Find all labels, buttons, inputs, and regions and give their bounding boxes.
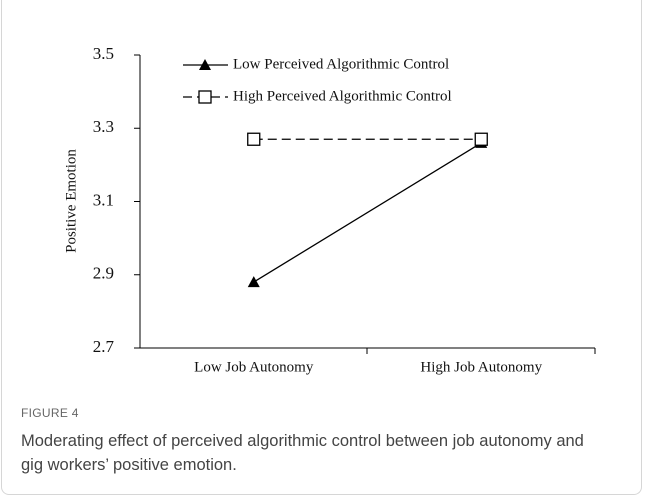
marker-square [247,132,261,146]
series-line [253,142,482,283]
y-axis-label: Positive Emotion [63,149,79,253]
y-tick-label: 2.7 [93,337,115,356]
figure-label: FIGURE 4 [21,406,79,420]
marker-square [474,132,488,146]
x-tick-label: Low Job Autonomy [194,359,314,375]
legend-label: High Perceived Algorithmic Control [233,88,452,104]
y-tick-label: 3.1 [93,190,114,209]
legend-label: Low Perceived Algorithmic Control [233,56,449,72]
marker-triangle [247,276,260,288]
x-tick-label: High Job Autonomy [420,359,542,375]
chart: Positive Emotion 2.7 2.9 3.1 3.3 3.5 Low Job … [63,44,596,375]
y-tick-label: 2.9 [93,264,114,283]
legend-marker [199,59,211,70]
y-tick-label: 3.5 [93,44,114,63]
figure-caption: Moderating effect of perceived algorithm… [21,432,584,474]
legend-marker [198,90,212,104]
y-tick-label: 3.3 [93,117,114,136]
